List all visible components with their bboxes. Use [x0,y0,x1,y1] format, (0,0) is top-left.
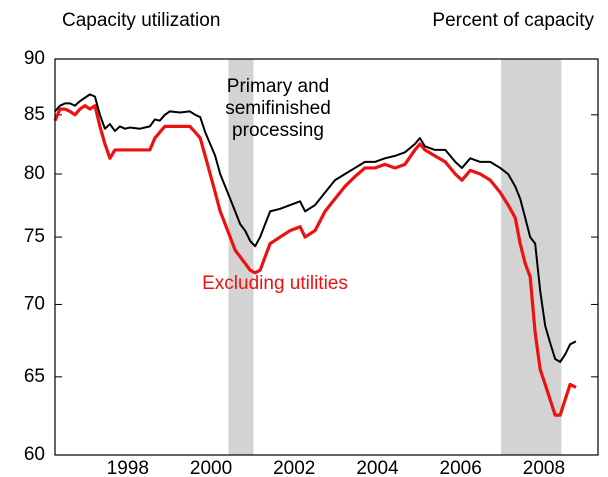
x-tick-label: 2000 [190,458,232,477]
x-tick-label: 1998 [107,458,149,477]
x-tick-label: 2008 [523,458,565,477]
recession-shade [501,59,562,455]
x-tick-label: 2004 [356,458,399,477]
x-tick-label: 2006 [440,458,482,477]
y-tick-label: 65 [24,366,45,387]
y-tick-label: 60 [24,444,45,465]
series-label: Excluding utilities [202,273,348,294]
y-tick-label: 70 [24,293,45,314]
y-tick-label: 75 [24,226,45,247]
y-tick-label: 90 [24,48,45,69]
x-tick-label: 2002 [273,458,315,477]
y-tick-label: 80 [24,163,45,184]
series-line [54,93,577,363]
plot-frame [54,58,599,456]
series-label: Primary and semifinished processing [225,76,331,141]
series-line [53,104,577,417]
chart-title: Capacity utilization [62,10,220,31]
y-tick-label: 85 [24,104,45,125]
chart-subtitle: Percent of capacity [432,10,594,31]
